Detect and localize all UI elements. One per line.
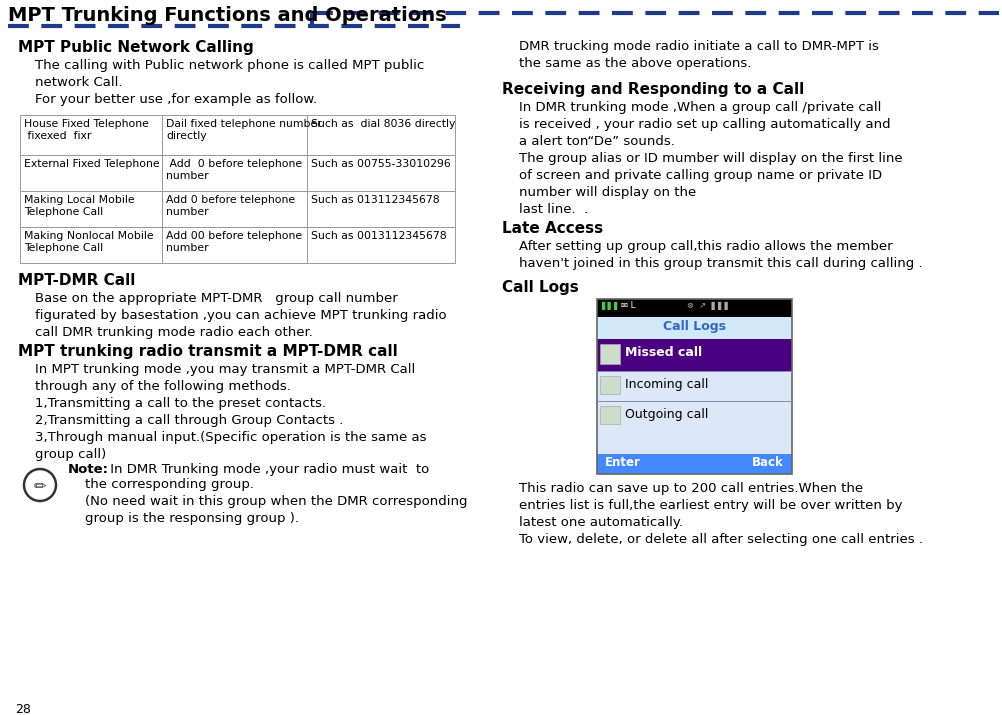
Bar (20, 115, 162, 155)
Bar (596, 401, 792, 431)
Bar (596, 339, 792, 371)
Bar (596, 371, 792, 401)
Bar (162, 155, 307, 191)
Bar (162, 227, 307, 263)
Bar (162, 191, 307, 227)
Bar (596, 299, 792, 317)
Text: Back: Back (752, 456, 784, 469)
Text: Enter: Enter (604, 456, 640, 469)
Bar (20, 191, 162, 227)
Text: After setting up group call,this radio allows the member
    haven't joined in t: After setting up group call,this radio a… (501, 240, 922, 270)
Text: In DMR Trunking mode ,your radio must wait  to: In DMR Trunking mode ,your radio must wa… (106, 463, 429, 476)
Text: DMR trucking mode radio initiate a call to DMR-MPT is
    the same as the above : DMR trucking mode radio initiate a call … (501, 40, 878, 70)
Bar (596, 454, 792, 474)
Bar (20, 155, 162, 191)
Text: External Fixed Telephone: External Fixed Telephone (24, 159, 159, 169)
Text: The calling with Public network phone is called MPT public
    network Call.
   : The calling with Public network phone is… (18, 59, 424, 106)
Text: Call Logs: Call Logs (501, 280, 578, 295)
Text: ⊗  ↗  ▌▌▌: ⊗ ↗ ▌▌▌ (686, 301, 730, 310)
Bar (599, 344, 619, 364)
Text: Dail fixed telephone number
directly: Dail fixed telephone number directly (166, 119, 322, 142)
Text: 28: 28 (15, 703, 31, 715)
Text: MPT-DMR Call: MPT-DMR Call (18, 273, 135, 288)
Bar (596, 317, 792, 339)
Text: Making Nonlocal Mobile
Telephone Call: Making Nonlocal Mobile Telephone Call (24, 231, 153, 253)
Text: ▌▌▌: ▌▌▌ (600, 301, 620, 310)
Bar (596, 299, 792, 474)
Text: MPT Trunking Functions and Operations: MPT Trunking Functions and Operations (8, 6, 446, 25)
Text: Call Logs: Call Logs (662, 320, 725, 333)
Text: Receiving and Responding to a Call: Receiving and Responding to a Call (501, 82, 804, 97)
Text: Making Local Mobile
Telephone Call: Making Local Mobile Telephone Call (24, 195, 134, 217)
Text: Outgoing call: Outgoing call (624, 408, 707, 421)
Bar (20, 227, 162, 263)
Text: Such as 00755-33010296: Such as 00755-33010296 (311, 159, 450, 169)
Text: Such as  dial 8036 directly: Such as dial 8036 directly (311, 119, 455, 129)
Bar (307, 115, 455, 155)
Text: In DMR trunking mode ,When a group call /private call
    is received , your rad: In DMR trunking mode ,When a group call … (501, 101, 902, 216)
Text: MPT trunking radio transmit a MPT-DMR call: MPT trunking radio transmit a MPT-DMR ca… (18, 344, 398, 359)
Bar (307, 227, 455, 263)
Text: Such as 0013112345678: Such as 0013112345678 (311, 231, 446, 241)
Bar (307, 191, 455, 227)
Bar (307, 155, 455, 191)
Text: Add 0 before telephone
number: Add 0 before telephone number (166, 195, 295, 217)
Text: In MPT trunking mode ,you may transmit a MPT-DMR Call
    through any of the fol: In MPT trunking mode ,you may transmit a… (18, 363, 426, 461)
Text: Such as 013112345678: Such as 013112345678 (311, 195, 439, 205)
Text: ✉ L: ✉ L (620, 301, 634, 310)
Text: Add  0 before telephone
number: Add 0 before telephone number (166, 159, 302, 182)
Text: Late Access: Late Access (501, 221, 602, 236)
Text: House Fixed Telephone
 fixexed  fixr: House Fixed Telephone fixexed fixr (24, 119, 148, 142)
Bar (599, 406, 619, 424)
Bar (599, 376, 619, 394)
Text: Note:: Note: (68, 463, 109, 476)
Bar (162, 115, 307, 155)
Text: the corresponding group.
    (No need wait in this group when the DMR correspond: the corresponding group. (No need wait i… (68, 478, 467, 525)
Text: Missed call: Missed call (624, 346, 701, 359)
Text: Base on the appropriate MPT-DMR   group call number
    figurated by basestation: Base on the appropriate MPT-DMR group ca… (18, 292, 446, 339)
Text: Incoming call: Incoming call (624, 378, 707, 391)
Text: This radio can save up to 200 call entries.When the
    entries list is full,the: This radio can save up to 200 call entri… (501, 482, 922, 546)
Text: MPT Public Network Calling: MPT Public Network Calling (18, 40, 254, 55)
Text: Add 00 before telephone
number: Add 00 before telephone number (166, 231, 302, 253)
Text: ✏: ✏ (34, 478, 46, 493)
Bar (596, 431, 792, 454)
